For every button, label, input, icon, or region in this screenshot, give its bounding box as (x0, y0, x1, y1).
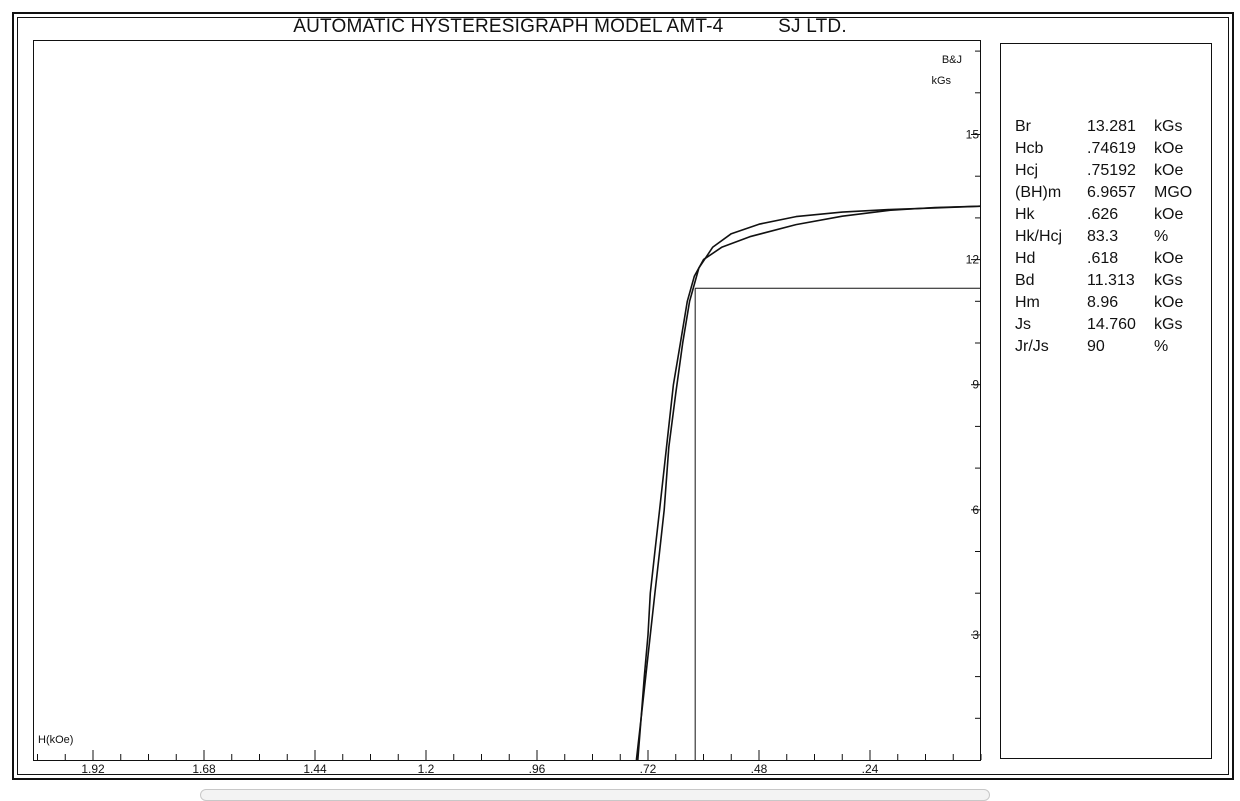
y-axis-label: B&J (942, 54, 962, 66)
parameter-value: .626 (1087, 206, 1119, 223)
parameter-unit: kOe (1154, 206, 1184, 223)
plot-area (33, 40, 981, 761)
parameter-unit: kGs (1154, 272, 1183, 289)
parameter-row: Hk/Hcj 83.3% (1015, 226, 1204, 248)
parameter-row: Js 14.760 kGs (1015, 314, 1204, 336)
x-tick-label: .96 (529, 762, 546, 776)
parameter-label: Bd (1015, 272, 1035, 289)
parameter-label: Hcj (1015, 162, 1039, 179)
parameter-label: Js (1015, 316, 1031, 333)
parameter-row: Hd .618 kOe (1015, 248, 1204, 270)
parameter-unit: kGs (1154, 316, 1183, 333)
x-tick-label: .48 (751, 762, 768, 776)
parameter-label: Hm (1015, 294, 1040, 311)
y-tick-label: 6 (972, 503, 979, 517)
x-tick-label: .24 (862, 762, 879, 776)
parameter-value: 8.96 (1087, 294, 1119, 311)
parameter-unit: kOe (1154, 162, 1184, 179)
parameter-row: Hcb .74619 kOe (1015, 138, 1204, 160)
parameter-value: .75192 (1087, 162, 1136, 179)
parameter-label: Br (1015, 118, 1031, 135)
parameter-unit: kGs (1154, 118, 1183, 135)
parameter-value: 90 (1087, 338, 1105, 355)
parameter-label: Jr/Js (1015, 338, 1049, 355)
x-tick-label: 1.44 (303, 762, 327, 776)
parameter-unit: % (1154, 228, 1169, 245)
parameter-label: Hd (1015, 250, 1036, 267)
x-axis-label: H(kOe) (38, 734, 73, 746)
parameter-label: Hk/Hcj (1015, 228, 1063, 245)
parameter-row: Hcj .75192 kOe (1015, 160, 1204, 182)
parameter-unit: kOe (1154, 140, 1184, 157)
parameter-value: 11.313 (1087, 272, 1135, 289)
parameter-unit: kOe (1154, 294, 1184, 311)
y-axis-unit-label: kGs (931, 75, 951, 87)
parameter-row: Br 13.281 kGs (1015, 116, 1204, 138)
horizontal-scrollbar[interactable] (200, 789, 990, 801)
y-tick-label: 15 (966, 128, 980, 142)
parameter-value: 13.281 (1087, 118, 1136, 135)
y-tick-label: 3 (972, 628, 979, 642)
parameter-label: (BH)m (1015, 184, 1062, 201)
parameter-row: Jr/Js 90% (1015, 336, 1204, 358)
demag-curve-1 (637, 205, 982, 761)
parameter-value: 14.760 (1087, 316, 1136, 333)
parameter-unit: MGO (1154, 184, 1193, 201)
demag-curve-2 (635, 205, 982, 761)
parameter-value: .618 (1087, 250, 1119, 267)
x-tick-label: 1.2 (418, 762, 435, 776)
outer-border (12, 12, 1234, 780)
parameter-row: (BH)m 6.9657 MGO (1015, 182, 1204, 204)
y-tick-label: 12 (966, 253, 980, 267)
parameter-unit: % (1154, 338, 1169, 355)
parameter-label: Hk (1015, 206, 1035, 223)
parameter-value: 83.3 (1087, 228, 1119, 245)
parameter-row: Hk .626 kOe (1015, 204, 1204, 226)
chart-title: AUTOMATIC HYSTERESIGRAPH MODEL AMT-4 SJ … (293, 16, 847, 37)
x-tick-label: 1.92 (81, 762, 105, 776)
x-tick-label: 1.68 (192, 762, 216, 776)
parameters-panel: Br 13.281 kGs Hcb .74619 kOe Hcj .75192 kOe (BH)m… (1000, 43, 1212, 759)
parameters-list: Br 13.281 kGs Hcb .74619 kOe Hcj .75192 kOe (BH)m… (1015, 116, 1204, 358)
parameter-row: Hm 8.96 kOe (1015, 292, 1204, 314)
x-tick-label: .72 (640, 762, 657, 776)
parameter-value: .74619 (1087, 140, 1136, 157)
parameter-unit: kOe (1154, 250, 1184, 267)
parameter-label: Hcb (1015, 140, 1044, 157)
parameter-row: Bd 11.313 kGs (1015, 270, 1204, 292)
y-tick-label: 9 (972, 378, 979, 392)
parameter-value: 6.9657 (1087, 184, 1136, 201)
inner-border (17, 17, 1229, 775)
